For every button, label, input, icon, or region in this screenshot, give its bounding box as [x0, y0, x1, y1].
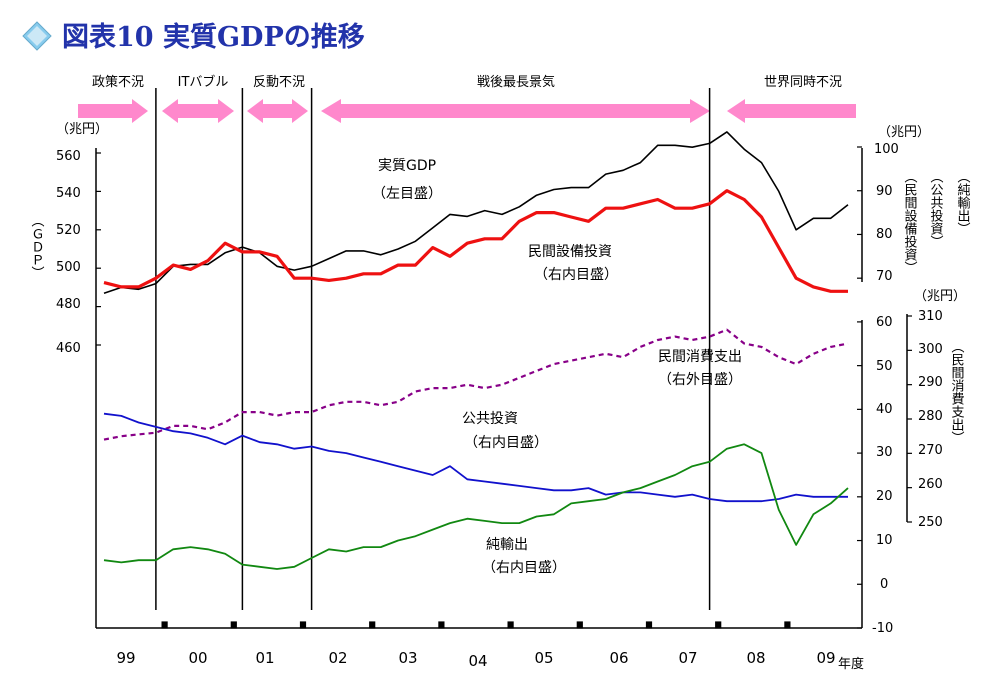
left-tick-560: 560	[56, 149, 81, 164]
public-investment-annotation-name: 公共投資	[462, 411, 518, 427]
diamond-highlight-icon	[27, 26, 47, 46]
right-outer-unit: （兆円）	[914, 289, 966, 304]
x-tick-mark	[230, 621, 237, 629]
left-tick-500: 500	[56, 260, 81, 275]
x-tick-mark	[369, 621, 376, 629]
consumption-line	[103, 328, 849, 441]
arrow-both-it-bubble	[162, 99, 234, 123]
chart-title: 図表10 実質GDPの推移	[62, 21, 365, 53]
right-outer-tick-250: 250	[918, 515, 943, 530]
x-tick-01: 01	[255, 649, 274, 667]
right-inner-tick-minus10: -10	[872, 621, 893, 636]
public-investment-line	[103, 412, 848, 503]
x-axis-labels: 99 00 01 02 03 04 05 06 07 08 09 年度	[116, 649, 864, 672]
right-inner-tick-60: 60	[876, 315, 893, 330]
left-axis-unit: （兆円）	[56, 122, 108, 137]
x-tick-mark	[576, 621, 583, 629]
title-group: 図表10 実質GDPの推移	[22, 21, 365, 53]
net-exports-line	[103, 443, 849, 570]
right-inner-tick-90: 90	[876, 184, 893, 199]
capex-annotation-name: 民間設備投資	[528, 244, 612, 260]
tick-marks	[96, 146, 912, 629]
period-label-longest-boom: 戦後最長景気	[477, 74, 555, 90]
x-tick-07: 07	[678, 649, 697, 667]
right-inner-tick-40: 40	[876, 402, 893, 417]
right-outer-tick-260: 260	[918, 477, 943, 492]
right-outer-tick-270: 270	[918, 443, 943, 458]
consumption-annotation-scale: （右外目盛）	[658, 372, 742, 388]
x-tick-mark	[438, 621, 445, 629]
period-labels: 政策不況 ITバブル 反動不況 戦後最長景気 世界同時不況	[92, 74, 842, 90]
arrow-both-longest-boom	[321, 99, 710, 123]
x-tick-05: 05	[534, 649, 553, 667]
right-inner-tick-20: 20	[876, 489, 893, 504]
capex-annotation-scale: （右内目盛）	[534, 267, 618, 283]
period-label-policy-recession: 政策不況	[92, 74, 144, 90]
right-inner-tick-30: 30	[876, 445, 893, 460]
capex-axis-label: （民間設備投資）	[902, 170, 918, 274]
x-tick-06: 06	[609, 649, 628, 667]
x-tick-mark	[784, 621, 791, 629]
series-lines	[103, 131, 849, 570]
capex-line	[103, 189, 848, 293]
right-outer-tick-300: 300	[918, 342, 943, 357]
axes	[95, 148, 908, 629]
net-exports-axis-label: （純輸出）	[955, 170, 971, 235]
left-axis-label: （ＧＤＰ）	[29, 214, 45, 279]
net-exports-annotation-scale: （右内目盛）	[482, 560, 566, 576]
right-inner-tick-10: 10	[876, 533, 893, 548]
right-inner-tick-50: 50	[876, 359, 893, 374]
x-tick-mark	[715, 621, 722, 629]
arrow-both-reaction	[247, 99, 308, 123]
left-tick-520: 520	[56, 223, 81, 238]
x-tick-mark	[645, 621, 653, 629]
right-inner-axis-labels: （兆円） 100 90 80 70 60 50 40 30 20 10 0 -1…	[872, 125, 930, 636]
consumption-axis-label: （民間消費支出）	[949, 340, 965, 444]
right-inner-tick-70: 70	[876, 269, 893, 284]
left-tick-460: 460	[56, 341, 81, 356]
left-axis-labels: （兆円） 560 540 520 500 480 460 （ＧＤＰ）	[29, 122, 109, 356]
x-tick-00: 00	[188, 649, 207, 667]
consumption-annotation-name: 民間消費支出	[658, 349, 742, 365]
net-exports-annotation-name: 純輸出	[486, 537, 528, 553]
arrow-right-policy	[78, 99, 148, 123]
right-outer-axis-labels: （兆円） 310 300 290 280 270 260 250 （民間消費支出…	[914, 289, 966, 530]
right-inner-tick-0: 0	[880, 577, 888, 592]
gdp-annotation-scale: （左目盛）	[372, 186, 442, 202]
period-label-reaction-recession: 反動不況	[253, 75, 305, 90]
series-annotations: 実質GDP （左目盛） 民間設備投資 （右内目盛） 民間消費支出 （右外目盛） …	[372, 158, 742, 576]
right-vertical-labels: （民間設備投資） （公共投資） （純輸出）	[902, 170, 971, 274]
right-inner-unit: （兆円）	[878, 125, 930, 140]
x-tick-mark	[161, 621, 168, 629]
arrow-left-global	[727, 99, 856, 123]
right-inner-tick-80: 80	[876, 227, 893, 242]
public-investment-axis-label: （公共投資）	[928, 170, 944, 248]
public-investment-annotation-scale: （右内目盛）	[464, 435, 548, 451]
period-label-it-bubble: ITバブル	[178, 74, 229, 90]
x-tick-04: 04	[468, 652, 487, 670]
x-axis-unit: 年度	[838, 656, 864, 672]
right-inner-tick-100: 100	[874, 142, 899, 157]
recession-boundaries	[155, 88, 711, 610]
x-tick-03: 03	[398, 649, 417, 667]
right-outer-tick-290: 290	[918, 375, 943, 390]
x-tick-99: 99	[116, 649, 135, 667]
period-arrows	[78, 99, 856, 123]
x-tick-mark	[299, 621, 307, 629]
right-outer-tick-280: 280	[918, 409, 943, 424]
right-outer-tick-310: 310	[918, 309, 943, 324]
gdp-annotation-name: 実質GDP	[378, 158, 436, 174]
x-tick-08: 08	[746, 649, 765, 667]
gdp-line	[103, 131, 849, 294]
period-label-global-recession: 世界同時不況	[764, 75, 842, 90]
left-tick-540: 540	[56, 186, 81, 201]
x-tick-09: 09	[816, 649, 835, 667]
left-tick-480: 480	[56, 297, 81, 312]
x-tick-mark	[507, 621, 514, 629]
x-tick-02: 02	[328, 649, 347, 667]
